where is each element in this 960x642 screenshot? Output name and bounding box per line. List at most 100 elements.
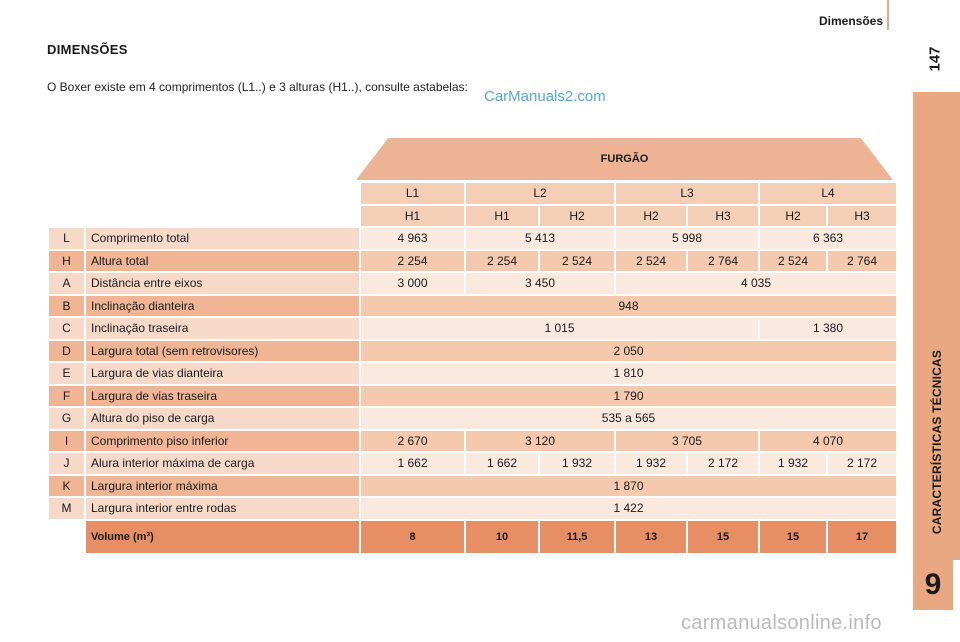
- cell-value: 1 932: [758, 451, 828, 476]
- row-code: A: [47, 271, 86, 296]
- length-header: L4: [758, 181, 898, 206]
- volume-value: 17: [826, 518, 898, 555]
- table-row: F Largura de vias traseira 1 790: [47, 383, 898, 408]
- cell-value: 3 450: [464, 271, 616, 296]
- volume-value: 15: [758, 518, 828, 555]
- volume-value: 15: [686, 518, 760, 555]
- row-label: Altura total: [84, 248, 361, 273]
- cell-value: 3 120: [464, 428, 616, 453]
- table-row: I Comprimento piso inferior 2 670 3 120 …: [47, 428, 898, 453]
- volume-value: 8: [359, 518, 466, 555]
- volume-value: 11,5: [538, 518, 616, 555]
- cell-value: 2 670: [359, 428, 466, 453]
- row-label: Comprimento total: [84, 226, 361, 251]
- height-header: H2: [614, 203, 688, 228]
- row-label: Largura interior entre rodas: [84, 496, 361, 521]
- page-number-text: 147: [926, 46, 944, 72]
- row-label: Alura interior máxima de carga: [84, 451, 361, 476]
- cell-value: 2 254: [359, 248, 466, 273]
- cell-value: 2 050: [359, 338, 898, 363]
- row-label: Largura de vias dianteira: [84, 361, 361, 386]
- table-row: A Distância entre eixos 3 000 3 450 4 03…: [47, 271, 898, 296]
- cell-value: 1 380: [758, 316, 898, 341]
- row-label: Comprimento piso inferior: [84, 428, 361, 453]
- watermark-bottom: carmanualsonline.info: [681, 612, 882, 634]
- table-row: K Largura interior máxima 1 870: [47, 473, 898, 498]
- table-group-header: FURGÃO: [356, 138, 893, 180]
- cell-value: 1 870: [359, 473, 898, 498]
- cell-value: 6 363: [758, 226, 898, 251]
- row-code: L: [47, 226, 86, 251]
- cell-value: 1 662: [359, 451, 466, 476]
- height-header: H2: [758, 203, 828, 228]
- page-title: DIMENSÕES: [47, 42, 128, 57]
- cell-value: 2 524: [538, 248, 616, 273]
- table-row: J Alura interior máxima de carga 1 662 1…: [47, 451, 898, 476]
- row-label: Inclinação traseira: [84, 316, 361, 341]
- volume-value: 13: [614, 518, 688, 555]
- volume-label: Volume (m³): [84, 518, 361, 555]
- dimensions-table: L1 L2 L3 L4 H1 H1 H2 H2 H3 H2 H3 L Compr…: [47, 181, 898, 555]
- cell-value: 1 662: [464, 451, 540, 476]
- cell-value: 1 015: [359, 316, 760, 341]
- table-row: H Altura total 2 254 2 254 2 524 2 524 2…: [47, 248, 898, 273]
- cell-value: 1 932: [538, 451, 616, 476]
- row-code: F: [47, 383, 86, 408]
- cell-value: 2 172: [686, 451, 760, 476]
- cell-value: 4 963: [359, 226, 466, 251]
- length-header: L1: [359, 181, 466, 206]
- section-title: Dimensões: [818, 14, 883, 28]
- table-row: L Comprimento total 4 963 5 413 5 998 6 …: [47, 226, 898, 251]
- row-code: H: [47, 248, 86, 273]
- height-header: H3: [686, 203, 760, 228]
- table-row: E Largura de vias dianteira 1 810: [47, 361, 898, 386]
- cell-value: 2 764: [826, 248, 898, 273]
- cell-value: 3 000: [359, 271, 466, 296]
- chapter-side-tab: CARACTERÍSTICAS TÉCNICAS: [913, 92, 960, 640]
- row-code: G: [47, 406, 86, 431]
- cell-value: 1 810: [359, 361, 898, 386]
- cell-value: 2 524: [758, 248, 828, 273]
- row-label: Largura total (sem retrovisores): [84, 338, 361, 363]
- cell-value: 948: [359, 293, 898, 318]
- row-code: C: [47, 316, 86, 341]
- row-label: Largura interior máxima: [84, 473, 361, 498]
- length-header-row: L1 L2 L3 L4: [47, 181, 898, 206]
- chapter-number: 9: [913, 560, 953, 610]
- cell-value: 5 998: [614, 226, 760, 251]
- cell-value: 4 070: [758, 428, 898, 453]
- row-code: M: [47, 496, 86, 521]
- cell-value: 5 413: [464, 226, 616, 251]
- row-code: D: [47, 338, 86, 363]
- cell-value: 1 422: [359, 496, 898, 521]
- cell-value: 2 172: [826, 451, 898, 476]
- height-header: H1: [464, 203, 540, 228]
- watermark-top: CarManuals2.com: [484, 88, 606, 105]
- table-row: G Altura do piso de carga 535 a 565: [47, 406, 898, 431]
- row-code: I: [47, 428, 86, 453]
- cell-value: 3 705: [614, 428, 760, 453]
- height-header-row: H1 H1 H2 H2 H3 H2 H3: [47, 203, 898, 228]
- chapter-title: CARACTERÍSTICAS TÉCNICAS: [929, 349, 944, 535]
- table-row: B Inclinação dianteira 948: [47, 293, 898, 318]
- row-code: K: [47, 473, 86, 498]
- cell-value: 535 a 565: [359, 406, 898, 431]
- table-row: C Inclinação traseira 1 015 1 380: [47, 316, 898, 341]
- height-header: H2: [538, 203, 616, 228]
- volume-row: Volume (m³) 8 10 11,5 13 15 15 17: [47, 518, 898, 555]
- length-header: L2: [464, 181, 616, 206]
- cell-value: 1 932: [614, 451, 688, 476]
- page-number: 147: [925, 44, 945, 74]
- cell-value: 2 524: [614, 248, 688, 273]
- row-label: Distância entre eixos: [84, 271, 361, 296]
- row-label: Altura do piso de carga: [84, 406, 361, 431]
- intro-text: O Boxer existe em 4 comprimentos (L1..) …: [47, 80, 468, 94]
- row-code: J: [47, 451, 86, 476]
- row-code: E: [47, 361, 86, 386]
- cell-value: 4 035: [614, 271, 898, 296]
- table-row: M Largura interior entre rodas 1 422: [47, 496, 898, 521]
- table-row: D Largura total (sem retrovisores) 2 050: [47, 338, 898, 363]
- header-rule: [887, 0, 889, 30]
- row-label: Largura de vias traseira: [84, 383, 361, 408]
- cell-value: 2 254: [464, 248, 540, 273]
